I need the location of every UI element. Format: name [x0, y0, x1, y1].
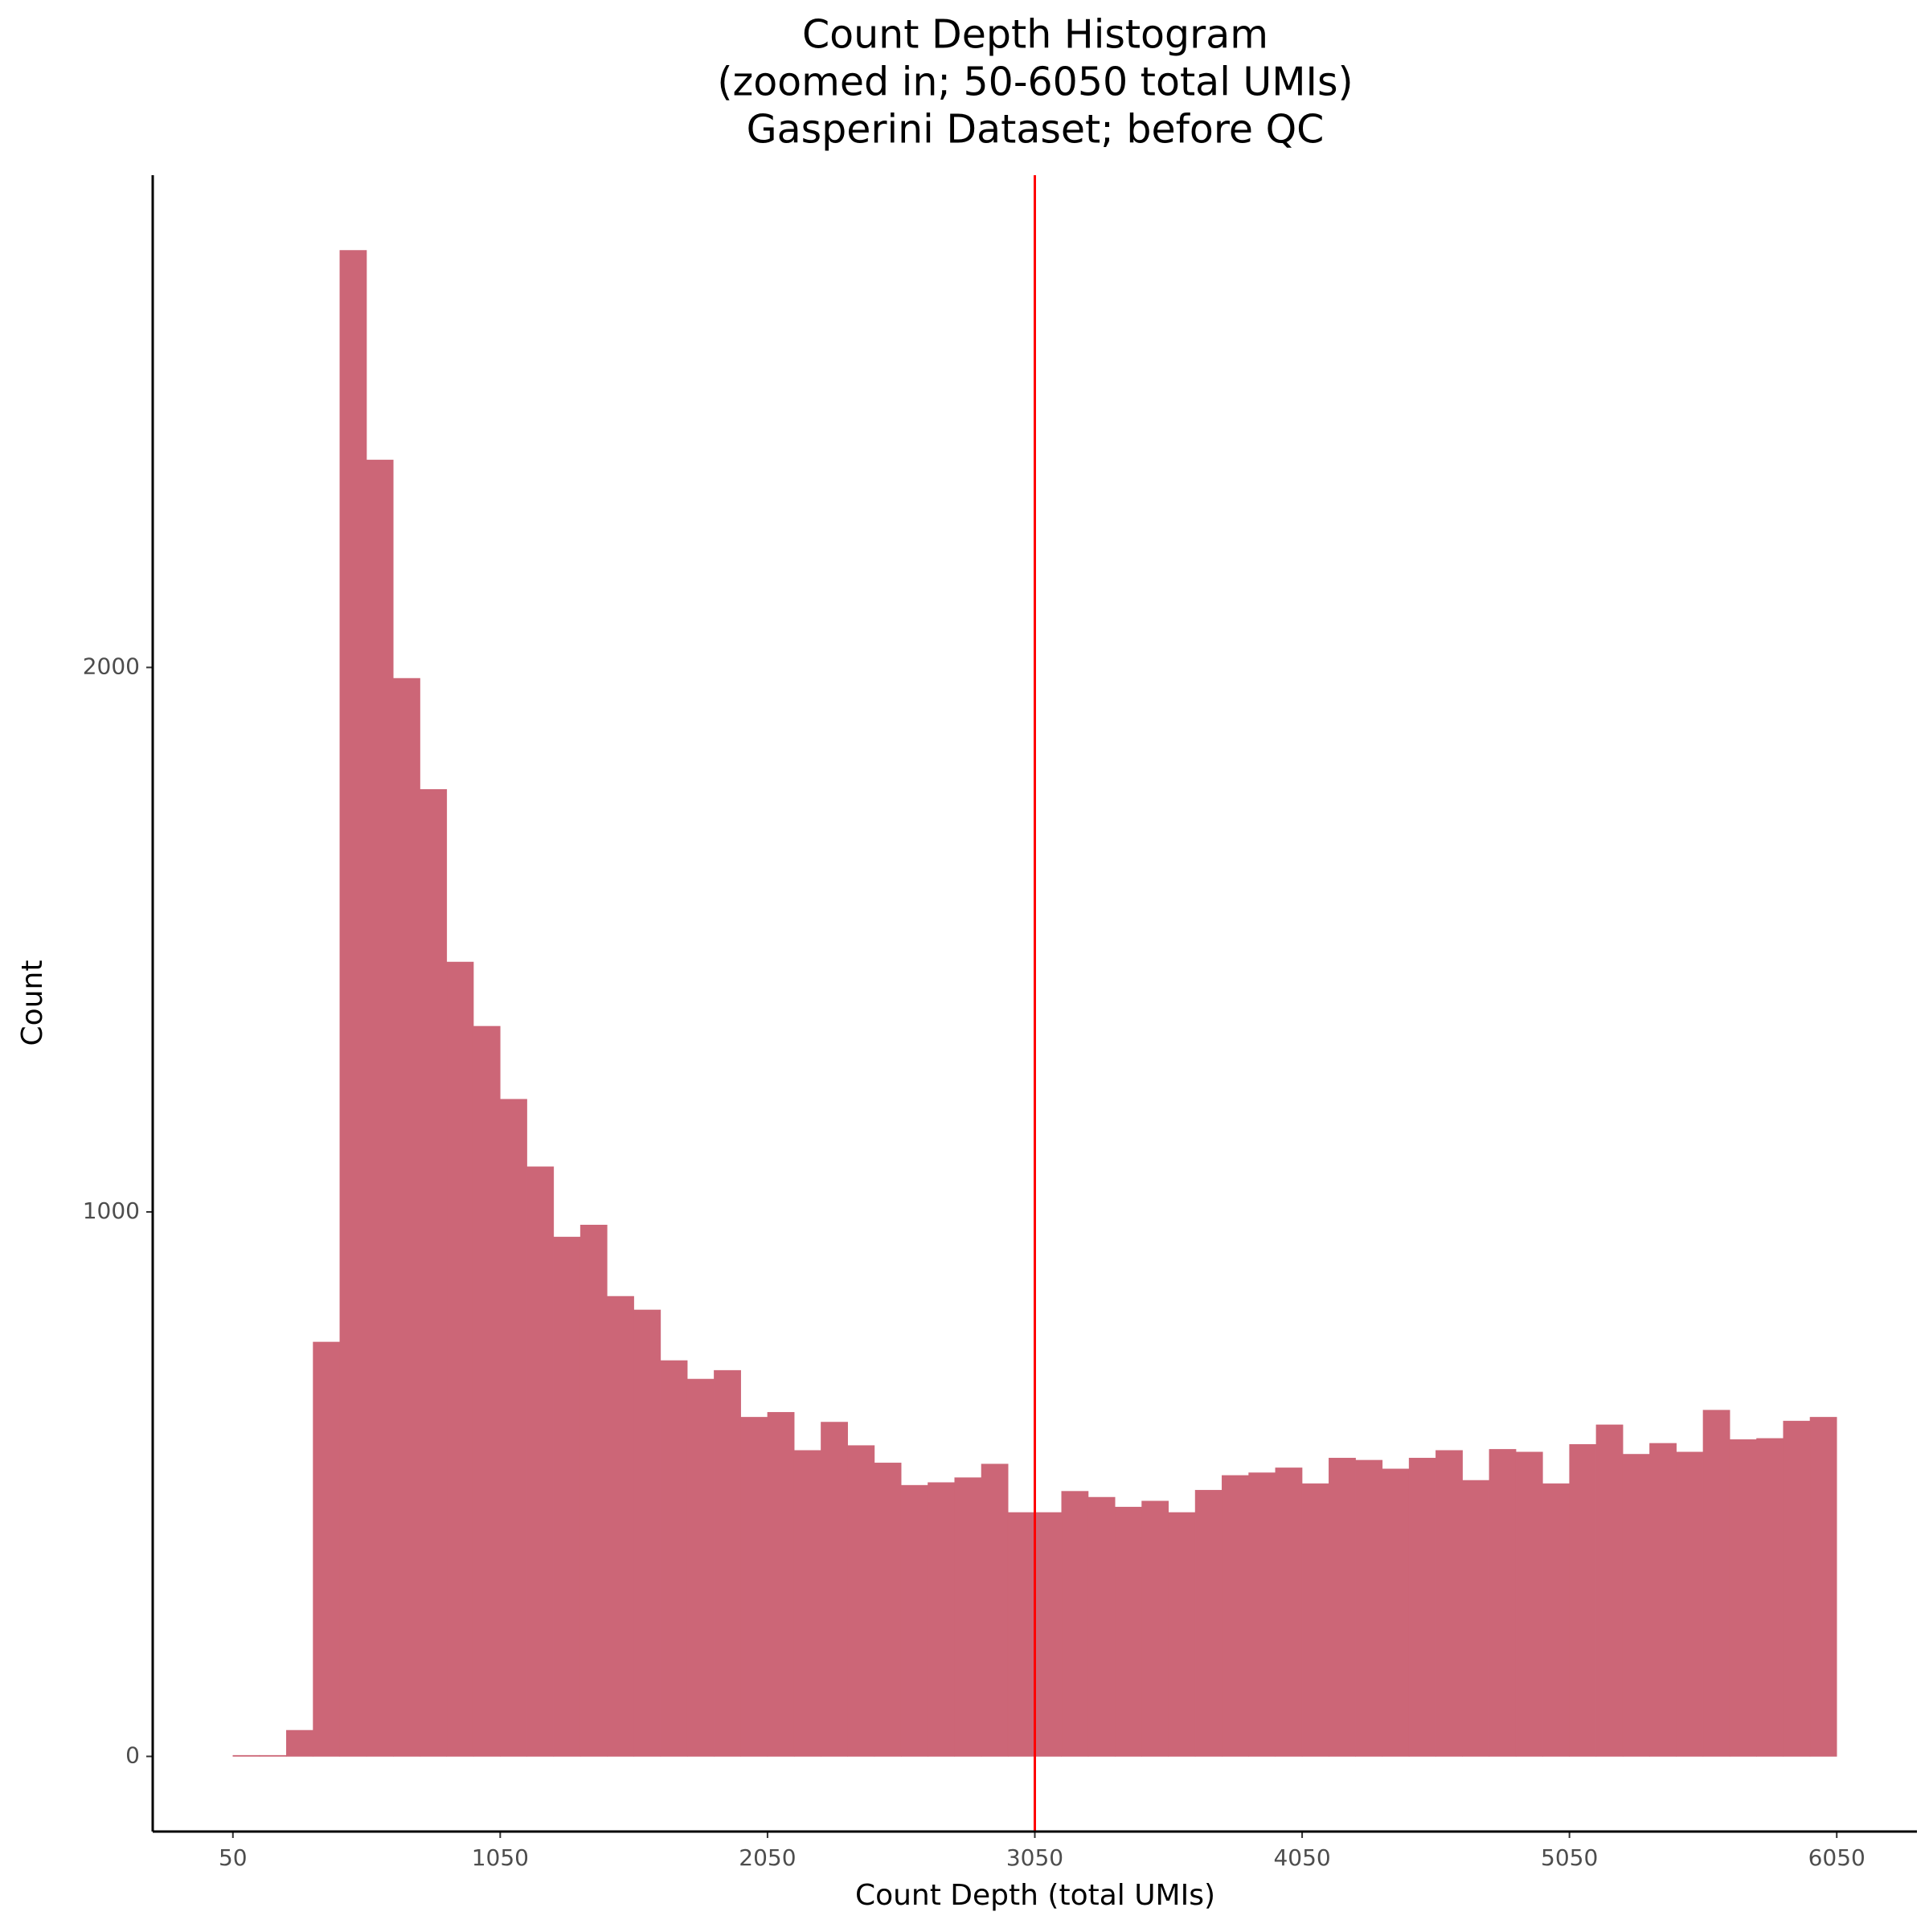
bar: [1676, 1451, 1704, 1757]
bar: [1435, 1450, 1463, 1757]
bar: [286, 1729, 313, 1757]
bar: [928, 1482, 955, 1757]
bar: [1515, 1451, 1543, 1757]
bar: [740, 1417, 768, 1757]
x-tick-label: 6050: [1808, 1844, 1866, 1871]
bar: [874, 1463, 902, 1757]
bar: [393, 677, 420, 1757]
bar: [1702, 1410, 1730, 1757]
bar: [954, 1477, 982, 1757]
bar: [1222, 1475, 1249, 1757]
bar: [1141, 1500, 1169, 1757]
bar: [1007, 1512, 1035, 1757]
x-axis-title: Count Depth (total UMIs): [855, 1879, 1215, 1912]
y-tick-label: 0: [125, 1742, 140, 1769]
bar: [473, 1025, 501, 1757]
bar: [821, 1422, 848, 1757]
chart-subtitle: Gasperini Dataset; before QC: [747, 107, 1325, 153]
bar: [1275, 1467, 1303, 1757]
bar: [1756, 1438, 1784, 1757]
bar: [633, 1309, 661, 1757]
bar: [1034, 1512, 1063, 1757]
x-tick-label: 5050: [1541, 1844, 1598, 1871]
x-tick-label: 2050: [739, 1844, 796, 1871]
bar: [1783, 1420, 1811, 1757]
bar: [1649, 1443, 1677, 1757]
bar: [339, 250, 367, 1757]
bar: [1622, 1454, 1650, 1757]
chart-title: Count Depth Histogram: [802, 12, 1268, 58]
bar: [1061, 1491, 1089, 1757]
x-tick-label: 1050: [472, 1844, 529, 1871]
bar: [1115, 1506, 1142, 1757]
bar: [1462, 1480, 1490, 1757]
bar: [686, 1378, 715, 1757]
bar: [446, 961, 474, 1757]
bar: [553, 1236, 581, 1757]
bar: [981, 1463, 1009, 1757]
bar: [1329, 1457, 1356, 1757]
bar: [1542, 1483, 1570, 1757]
bar: [714, 1369, 741, 1757]
bar: [607, 1296, 634, 1757]
x-tick-label: 3050: [1006, 1844, 1063, 1871]
bar: [580, 1224, 608, 1757]
bar: [793, 1450, 821, 1757]
bar: [366, 460, 394, 1757]
bar: [1729, 1439, 1757, 1757]
x-tick-label: 4050: [1273, 1844, 1330, 1871]
bar: [1355, 1459, 1383, 1757]
bar: [1569, 1444, 1597, 1757]
chart-subtitle: (zoomed in; 50-6050 total UMIs): [717, 59, 1353, 105]
bar: [1168, 1512, 1196, 1757]
bar: [1248, 1472, 1276, 1757]
bar: [526, 1166, 555, 1757]
bar: [259, 1754, 287, 1757]
y-tick-label: 2000: [83, 653, 140, 679]
bar: [1489, 1449, 1517, 1757]
bar: [1382, 1468, 1410, 1757]
bar: [420, 788, 448, 1757]
bar: [1595, 1424, 1624, 1757]
bar: [1301, 1483, 1329, 1757]
bar: [847, 1445, 875, 1757]
bar: [900, 1484, 928, 1757]
bar: [767, 1412, 795, 1757]
bar: [1809, 1417, 1837, 1757]
bar: [1194, 1489, 1223, 1757]
bar: [313, 1341, 341, 1757]
bar: [660, 1360, 688, 1757]
y-axis-title: Count: [16, 960, 49, 1046]
bar: [1408, 1457, 1436, 1757]
bar: [500, 1099, 527, 1757]
y-tick-label: 1000: [83, 1197, 140, 1224]
bar: [1087, 1496, 1116, 1757]
bar: [232, 1754, 260, 1757]
x-tick-label: 50: [219, 1844, 248, 1871]
